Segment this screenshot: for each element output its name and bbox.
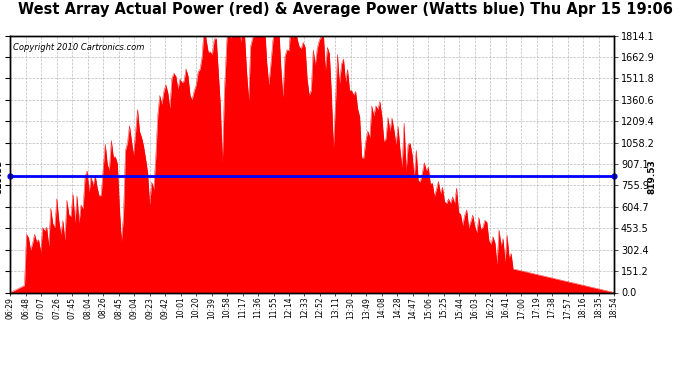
Text: 819.53: 819.53 <box>647 159 656 194</box>
Text: 819.53: 819.53 <box>0 159 3 194</box>
Text: Copyright 2010 Cartronics.com: Copyright 2010 Cartronics.com <box>13 44 145 52</box>
Text: West Array Actual Power (red) & Average Power (Watts blue) Thu Apr 15 19:06: West Array Actual Power (red) & Average … <box>17 2 673 17</box>
